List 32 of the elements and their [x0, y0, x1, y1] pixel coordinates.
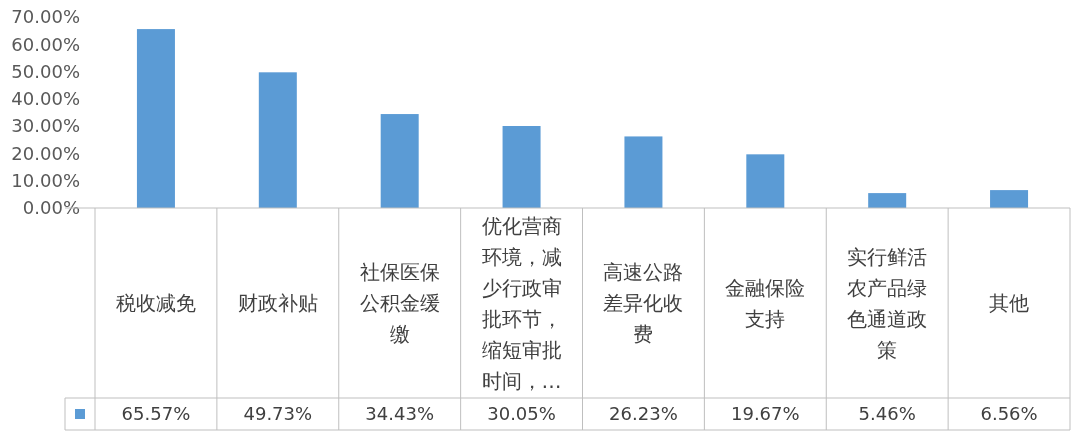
- data-label: 26.23%: [609, 403, 678, 425]
- x-tick-label: 高速公路差异化收费: [603, 260, 684, 346]
- bar: [136, 29, 175, 208]
- bar: [746, 154, 785, 208]
- x-tick-label: 优化营商环境，减少行政审批环节，缩短审批时间，…: [481, 213, 562, 393]
- y-tick-label: 10.00%: [11, 170, 80, 192]
- y-tick-label: 0.00%: [22, 197, 80, 219]
- y-tick-label: 60.00%: [11, 33, 80, 55]
- data-label: 49.73%: [243, 403, 313, 425]
- data-label: 6.56%: [980, 403, 1038, 425]
- x-tick-label: 财政补贴: [237, 291, 318, 315]
- data-label: 65.57%: [121, 403, 191, 425]
- x-tick-label: 其他: [989, 291, 1030, 315]
- x-tick-label: 金融保险支持: [725, 275, 806, 331]
- x-tick-label: 社保医保公积金缓缴: [359, 260, 440, 346]
- bar: [990, 190, 1029, 208]
- bar: [868, 193, 907, 208]
- y-tick-label: 30.00%: [11, 115, 80, 137]
- y-tick-label: 40.00%: [11, 88, 80, 110]
- bar: [502, 126, 541, 208]
- data-label: 19.67%: [730, 403, 800, 425]
- y-tick-label: 70.00%: [11, 6, 80, 28]
- data-label: 30.05%: [487, 403, 556, 425]
- y-tick-label: 50.00%: [11, 60, 80, 82]
- data-label: 34.43%: [365, 403, 435, 425]
- x-tick-label: 税收减免: [115, 291, 196, 315]
- bar: [258, 72, 297, 208]
- bar: [624, 136, 663, 208]
- data-label: 5.46%: [858, 403, 916, 425]
- y-tick-label: 20.00%: [11, 142, 80, 164]
- x-tick-label: 实行鲜活农产品绿色通道政策: [847, 244, 928, 362]
- bar: [380, 114, 419, 208]
